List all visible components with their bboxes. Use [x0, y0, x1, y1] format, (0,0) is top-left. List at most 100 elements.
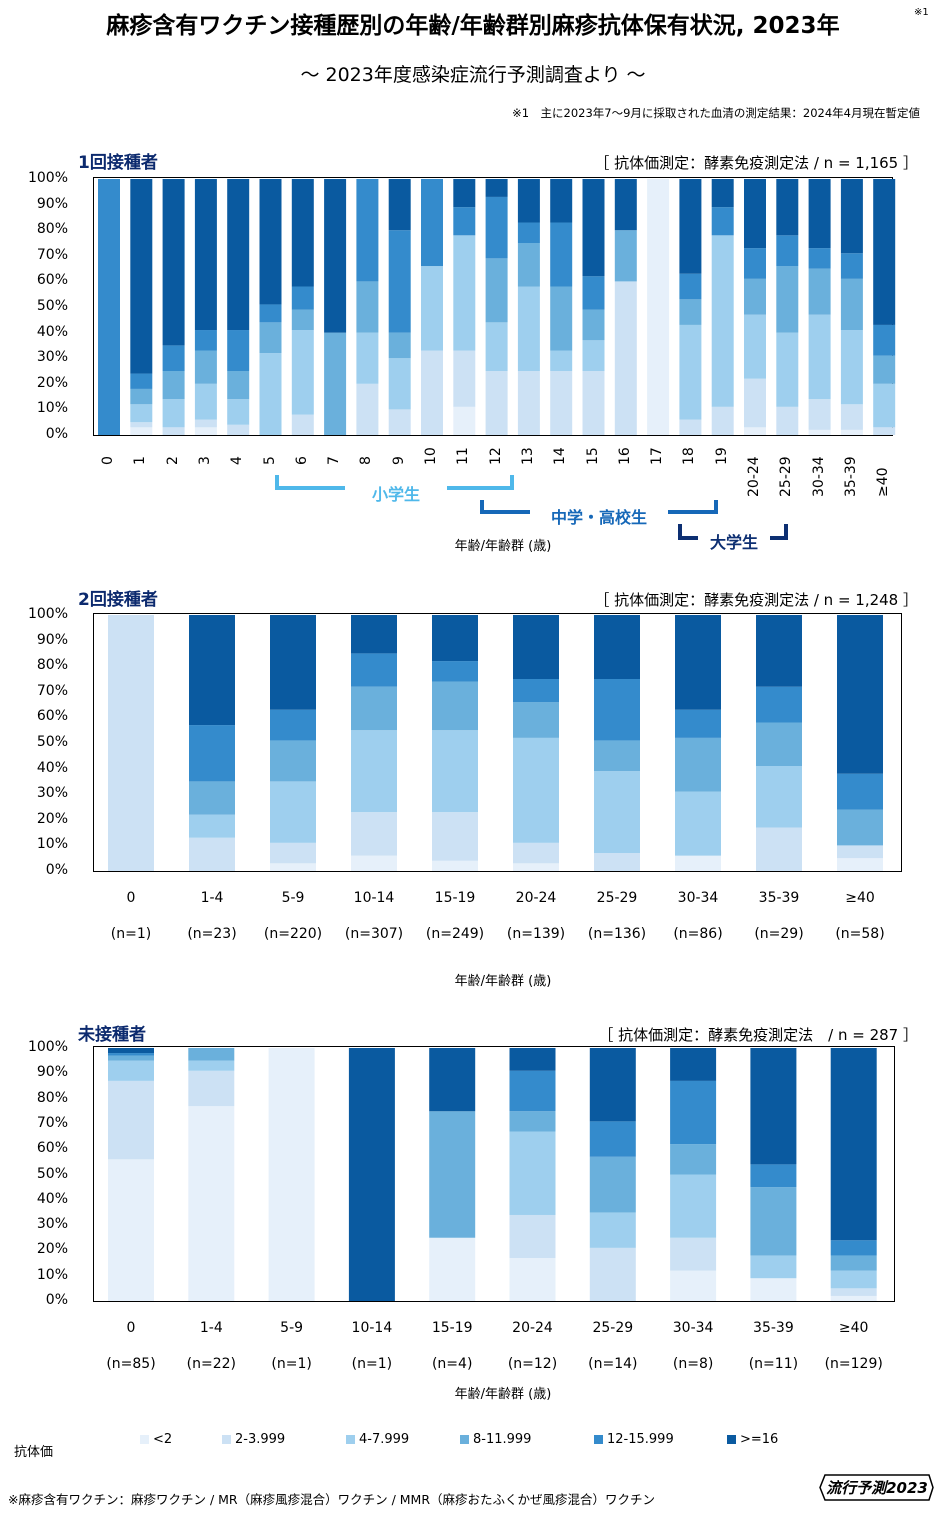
bar-segment-4-7.999 — [485, 322, 508, 371]
legend-label: <2 — [153, 1432, 173, 1447]
bar-segment-<2 — [351, 855, 397, 871]
sample-count-label: (n=249) — [425, 926, 485, 942]
legend-title: 抗体価 — [14, 1445, 54, 1460]
bar-segment-2-3.999 — [108, 615, 154, 871]
bar-segment-4-7.999 — [744, 314, 766, 379]
bar-segment-2-3.999 — [837, 845, 883, 859]
x-tick-label: 1-4 — [200, 890, 224, 906]
bar-segment-4-7.999 — [756, 766, 802, 828]
x-tick-label: 0 — [126, 1320, 136, 1336]
bar-segment-4-7.999 — [830, 1270, 877, 1289]
bar-segment-8-11.999 — [108, 1055, 154, 1061]
sample-count-label: (n=1) — [271, 1356, 312, 1372]
y-tick-label: 0% — [45, 426, 68, 442]
panel-title: 2回接種者 — [78, 590, 158, 610]
legend-swatch — [346, 1435, 355, 1444]
title-footnote-marker: ※1 — [914, 7, 929, 18]
bar-segment->=16 — [750, 1048, 797, 1165]
x-tick-label: 0 — [126, 890, 136, 906]
y-tick-label: 40% — [36, 1190, 68, 1207]
bar-segment-12-15.999 — [130, 373, 153, 389]
legend-swatch — [460, 1435, 469, 1444]
bar-segment-8-11.999 — [270, 740, 316, 782]
bar-segment-4-7.999 — [194, 383, 217, 420]
bar-segment-8-11.999 — [351, 686, 397, 731]
bar-segment-12-15.999 — [756, 686, 802, 723]
y-tick-label: 60% — [36, 272, 68, 289]
middle-high-bracket-left — [480, 500, 530, 514]
bar-segment->=16 — [189, 615, 235, 726]
bar-segment->=16 — [679, 179, 702, 274]
bar-segment-12-15.999 — [270, 709, 316, 741]
y-tick-label: 70% — [36, 1114, 68, 1131]
bar-segment-8-11.999 — [808, 268, 831, 315]
bar-segment-8-11.999 — [291, 309, 314, 331]
bar-segment-2-3.999 — [162, 427, 185, 435]
bar-segment-4-7.999 — [270, 781, 316, 843]
legend-label: 4-7.999 — [359, 1432, 410, 1447]
y-tick-label: 60% — [36, 708, 68, 725]
bar-segment-2-3.999 — [589, 1247, 636, 1301]
legend-swatch — [594, 1435, 603, 1444]
y-tick-label: 30% — [36, 785, 68, 802]
bar-segment-8-11.999 — [550, 286, 573, 351]
sample-count-label: (n=22) — [186, 1356, 236, 1372]
sample-count-label: (n=11) — [748, 1356, 799, 1372]
y-tick-label: 70% — [36, 246, 68, 263]
bar-segment-<2 — [808, 429, 831, 435]
bar-segment-12-15.999 — [108, 1053, 154, 1056]
bar-segment->=16 — [808, 179, 831, 249]
bar-segment-<2 — [744, 427, 766, 435]
bar-segment->=16 — [837, 615, 883, 774]
bar-segment->=16 — [324, 179, 347, 333]
bar-segment-12-15.999 — [594, 679, 640, 741]
bar-segment-2-3.999 — [356, 383, 379, 435]
bar-segment-8-11.999 — [194, 350, 217, 384]
bar-segment-<2 — [830, 1295, 877, 1301]
legend-swatch — [222, 1435, 231, 1444]
bar-segment-4-7.999 — [808, 314, 831, 400]
legend-item: <2 — [140, 1432, 172, 1447]
elementary-bracket-left — [275, 475, 345, 490]
bar-segment-8-11.999 — [756, 722, 802, 767]
y-tick-label: 50% — [36, 1165, 68, 1182]
bar-segment-4-7.999 — [130, 404, 153, 423]
bar-segment-2-3.999 — [582, 371, 605, 435]
bar-segment-2-3.999 — [873, 427, 896, 435]
x-tick-label: 20-24 — [512, 1320, 553, 1336]
bar-segment-12-15.999 — [589, 1121, 636, 1157]
bar-segment-2-3.999 — [421, 350, 443, 435]
bar-segment->=16 — [291, 179, 314, 287]
stacked-bar-plot — [93, 613, 902, 872]
y-tick-label: 80% — [36, 1089, 68, 1106]
bar-segment-<2 — [509, 1257, 556, 1301]
y-tick-label: 90% — [36, 1064, 68, 1081]
bar-segment-12-15.999 — [259, 304, 282, 323]
bar-segment-4-7.999 — [162, 399, 185, 428]
university-bracket-label: 大学生 — [709, 533, 758, 552]
bar-segment->=16 — [711, 179, 734, 208]
legend-label: 2-3.999 — [235, 1432, 286, 1447]
sample-count-label: (n=23) — [187, 926, 237, 942]
bar-segment-4-7.999 — [356, 332, 379, 384]
bar-segment->=16 — [270, 615, 316, 710]
bar-segment-2-3.999 — [291, 414, 314, 435]
bar-segment-2-3.999 — [517, 371, 540, 435]
bar-segment-8-11.999 — [670, 1144, 717, 1175]
bar-segment-12-15.999 — [432, 661, 478, 682]
bar-segment-8-11.999 — [259, 322, 282, 354]
bar-segment-12-15.999 — [744, 248, 766, 279]
bar-segment-2-3.999 — [108, 1080, 154, 1160]
bar-segment-8-11.999 — [614, 230, 637, 282]
bar-segment-4-7.999 — [421, 266, 443, 351]
elementary-bracket-label: 小学生 — [371, 485, 420, 504]
measurement-method: ［ 抗体価測定：酵素免疫測定法 / n = 1,248 ］ — [594, 591, 918, 609]
legend-item: 4-7.999 — [346, 1432, 409, 1447]
bar-segment-12-15.999 — [421, 179, 443, 267]
y-tick-label: 0% — [45, 1292, 68, 1308]
bar-segment-4-7.999 — [675, 791, 721, 856]
bar-segment-12-15.999 — [670, 1080, 717, 1145]
y-tick-label: 20% — [36, 810, 68, 827]
measurement-method: ［ 抗体価測定：酵素免疫測定法 / n = 1,165 ］ — [594, 154, 918, 172]
sample-count-label: (n=12) — [507, 1356, 558, 1372]
